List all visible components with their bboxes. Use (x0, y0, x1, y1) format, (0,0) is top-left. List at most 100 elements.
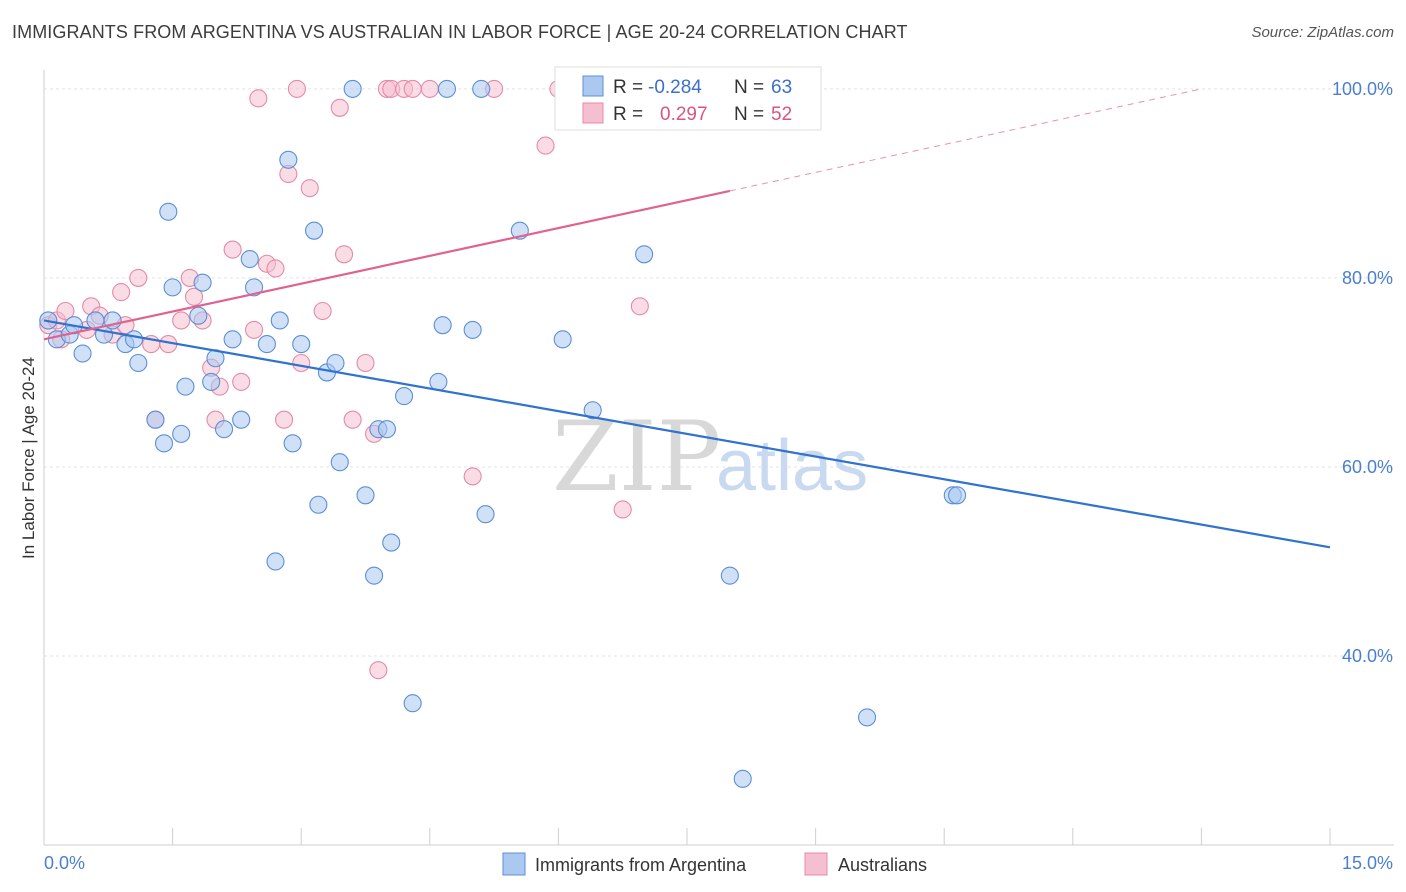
data-point-pink (420, 79, 439, 98)
data-point-blue (356, 486, 375, 505)
series-argentina-points (39, 79, 967, 788)
data-point-blue (232, 410, 251, 429)
legend-label-australians: Australians (838, 855, 927, 875)
data-point-pink (249, 89, 268, 108)
data-point-blue (948, 486, 967, 505)
data-point-pink (184, 287, 204, 306)
data-point-blue (146, 410, 165, 429)
data-point-pink (275, 410, 294, 429)
y-tick-label: 100.0% (1332, 79, 1393, 99)
data-point-blue (382, 533, 401, 552)
data-point-pink (129, 268, 148, 287)
data-point-blue (635, 245, 654, 264)
data-point-pink (630, 297, 649, 316)
data-point-blue (279, 150, 298, 169)
data-point-pink (403, 79, 422, 98)
data-point-pink (266, 259, 285, 278)
data-point-blue (377, 420, 396, 439)
stats-n-value-2: 52 (771, 104, 792, 125)
data-point-blue (330, 453, 349, 472)
y-tick-label: 80.0% (1342, 268, 1393, 288)
data-point-blue (176, 377, 195, 396)
watermark-atlas: atlas (716, 426, 868, 506)
data-point-blue (129, 353, 148, 373)
data-point-pink (244, 320, 264, 339)
y-tick-labels: 100.0% 80.0% 60.0% 40.0% (1332, 79, 1393, 666)
stats-r-value-2: 0.297 (660, 104, 708, 125)
data-point-blue (326, 353, 345, 373)
data-point-blue (257, 335, 276, 354)
data-point-blue (172, 424, 191, 443)
data-point-blue (857, 708, 877, 727)
data-point-blue (433, 316, 452, 335)
data-point-blue (553, 330, 572, 349)
data-point-blue (309, 495, 328, 514)
data-point-pink (313, 301, 332, 321)
data-point-pink (356, 353, 375, 373)
trend-line-blue (43, 319, 1331, 549)
data-point-blue (292, 335, 311, 354)
stats-n-value-1: 63 (771, 77, 792, 98)
y-tick-label: 60.0% (1342, 457, 1393, 477)
data-point-blue (343, 79, 362, 98)
stats-r-value-1: -0.284 (648, 77, 702, 98)
data-point-blue (395, 387, 414, 406)
data-point-blue (583, 401, 602, 420)
stats-r-label-1: R = (613, 77, 643, 98)
data-point-pink (330, 98, 349, 117)
trend-lines (43, 88, 1331, 549)
y-axis-title: In Labor Force | Age 20-24 (19, 357, 38, 559)
data-point-blue (266, 552, 285, 571)
data-point-blue (73, 344, 92, 363)
data-point-blue (476, 505, 495, 524)
data-point-blue (244, 278, 264, 297)
x-tick-label: 15.0% (1342, 853, 1393, 873)
data-point-blue (154, 434, 174, 453)
data-point-pink (300, 179, 319, 198)
legend-swatch-argentina (502, 852, 526, 876)
data-point-blue (403, 694, 422, 713)
x-axis-ticks (172, 828, 1331, 845)
x-tick-labels: 0.0% 15.0% (44, 853, 1393, 873)
data-point-blue (463, 320, 482, 339)
stats-swatch-blue (582, 75, 604, 97)
data-point-blue (223, 330, 242, 349)
data-point-pink (112, 283, 131, 302)
data-point-pink (335, 245, 354, 264)
data-point-pink (287, 79, 306, 98)
data-point-blue (193, 273, 212, 292)
watermark: ZIP atlas (552, 401, 868, 513)
stats-legend: R = -0.284 N = 63 R = 0.297 N = 52 (554, 66, 822, 131)
data-point-blue (124, 330, 144, 349)
data-point-blue (720, 566, 739, 585)
data-point-blue (163, 278, 182, 297)
data-point-blue (305, 221, 324, 240)
data-point-blue (189, 306, 208, 325)
legend-label-argentina: Immigrants from Argentina (535, 855, 747, 875)
legend-swatch-australians (804, 852, 828, 876)
trend-line-pink-extension (729, 88, 1202, 192)
data-point-pink (56, 301, 75, 321)
data-point-blue (159, 202, 178, 221)
stats-n-label-2: N = (734, 104, 764, 125)
axes (43, 70, 1394, 846)
data-point-pink (172, 311, 191, 330)
watermark-zip: ZIP (552, 401, 721, 513)
data-point-blue (270, 311, 289, 330)
stats-swatch-pink (582, 102, 604, 124)
data-point-blue (214, 420, 234, 439)
data-point-pink (463, 467, 482, 486)
data-point-pink (343, 410, 362, 429)
data-point-blue (365, 566, 384, 585)
data-point-pink (292, 353, 311, 373)
stats-n-label-1: N = (734, 77, 764, 98)
x-tick-label: 0.0% (44, 853, 85, 873)
data-point-pink (536, 136, 555, 155)
series-legend: Immigrants from Argentina Australians (502, 852, 927, 876)
data-point-pink (613, 500, 632, 519)
data-point-blue (437, 79, 456, 98)
data-point-pink (232, 372, 251, 391)
gridlines (44, 88, 1394, 657)
data-point-blue (202, 372, 221, 391)
data-point-pink (369, 661, 388, 680)
